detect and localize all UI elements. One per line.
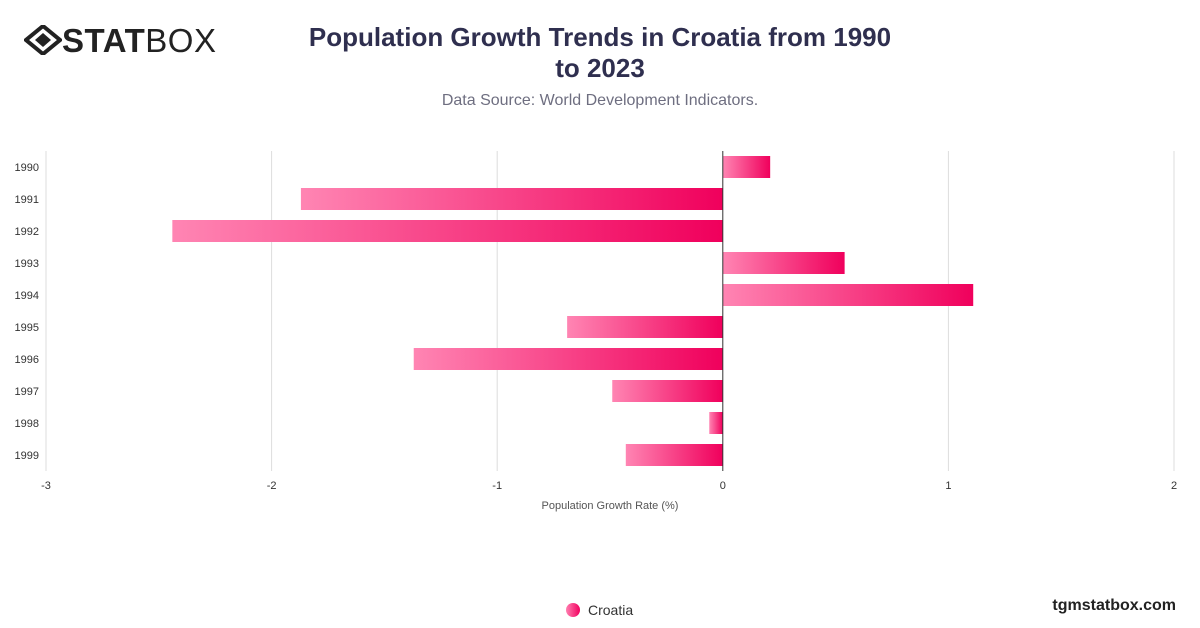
logo-text-bold: STAT	[62, 21, 146, 59]
bar	[709, 412, 723, 434]
y-tick-label: 1994	[15, 290, 39, 302]
y-tick-label: 1997	[15, 386, 39, 398]
y-tick-label: 1991	[15, 194, 39, 206]
bars	[172, 156, 974, 466]
x-axis-title: Population Growth Rate (%)	[542, 500, 679, 512]
bar	[722, 252, 845, 274]
y-tick-label: 1992	[15, 226, 39, 238]
chart-title: Population Growth Trends in Croatia from…	[308, 22, 892, 83]
bar	[625, 444, 723, 466]
x-tick-label: 0	[720, 480, 726, 492]
bar	[612, 380, 723, 402]
y-tick-label: 1990	[15, 162, 39, 174]
x-tick-label: -3	[41, 480, 51, 492]
legend[interactable]: Croatia	[566, 602, 633, 618]
watermark: tgmstatbox.com	[1052, 597, 1176, 614]
y-tick-label: 1996	[15, 354, 39, 366]
diamond-logo-icon	[24, 25, 62, 55]
bar	[300, 188, 723, 210]
y-tick-label: 1993	[15, 258, 39, 270]
chart-subtitle: Data Source: World Development Indicator…	[441, 92, 759, 109]
x-tick-label: 1	[945, 480, 951, 492]
bar	[722, 156, 771, 178]
y-tick-label: 1999	[15, 450, 39, 462]
bar	[722, 284, 974, 306]
bar	[567, 316, 723, 338]
legend-marker	[566, 603, 580, 617]
x-tick-label: -2	[267, 480, 277, 492]
statbox-logo: STAT BOX	[24, 22, 216, 58]
legend-label: Croatia	[588, 602, 634, 618]
bar	[413, 348, 723, 370]
bar	[172, 220, 723, 242]
y-tick-label: 1995	[15, 322, 39, 334]
grid-lines	[45, 151, 1175, 471]
x-tick-label: -1	[492, 480, 502, 492]
logo-text-light: BOX	[145, 21, 217, 59]
axes: -3 -2 -1 0 1 2 1990 1991 1992 1993 1994 1995 1996 199…	[15, 151, 1177, 492]
x-tick-label: 2	[1171, 480, 1177, 492]
y-tick-label: 1998	[15, 418, 39, 430]
